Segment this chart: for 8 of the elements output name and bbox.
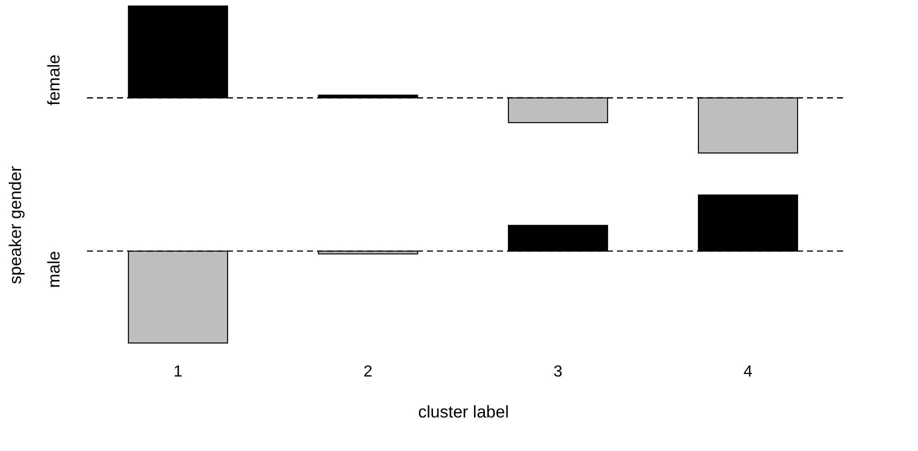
x-tick-label: 3 [554,364,563,380]
text: speaker gender [6,166,26,285]
x-tick-label: 4 [744,364,753,380]
x-tick-label: 1 [174,364,183,380]
x-tick-label: 2 [364,364,373,380]
y-axis-title: male [44,251,64,288]
y-axis-title: female [44,54,64,106]
x-axis-title: cluster label [418,402,509,422]
